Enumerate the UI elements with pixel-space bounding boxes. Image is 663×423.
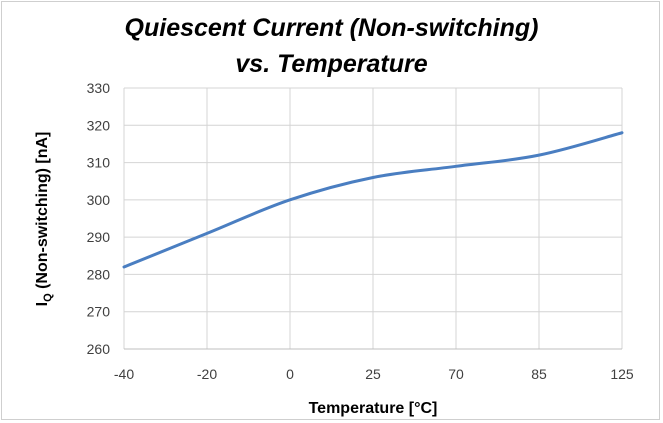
- chart-title: Quiescent Current (Non-switching) vs. Te…: [0, 10, 663, 82]
- chart-title-line-2: vs. Temperature: [235, 50, 428, 78]
- x-tick-label: 85: [531, 366, 547, 382]
- x-tick-label: 70: [448, 366, 464, 382]
- y-tick-label: 310: [87, 155, 111, 171]
- x-tick-label: -20: [197, 366, 217, 382]
- x-tick-label: -40: [114, 366, 134, 382]
- y-tick-label: 290: [87, 229, 111, 245]
- y-axis-label: IQ (Non-switching) [nA]: [34, 132, 54, 307]
- y-tick-label: 320: [87, 117, 111, 133]
- x-tick-label: 0: [286, 366, 294, 382]
- y-tick-label: 260: [87, 341, 111, 357]
- gridlines: [123, 87, 623, 350]
- x-tick-label: 125: [610, 366, 634, 382]
- series-group: [122, 131, 624, 269]
- x-tick-label: 25: [365, 366, 381, 382]
- x-axis-ticks: -40 -20 0 25 70 85 125: [114, 366, 634, 382]
- y-axis-label-main: I: [34, 302, 51, 306]
- chart-title-line-1: Quiescent Current (Non-switching): [124, 14, 539, 42]
- y-axis-label-subscript: Q: [42, 293, 54, 302]
- series-line: [122, 131, 624, 269]
- y-tick-label: 300: [87, 192, 111, 208]
- y-tick-label: 330: [87, 80, 111, 96]
- y-axis-label-rest: (Non-switching) [nA]: [34, 132, 51, 294]
- x-axis-label: Temperature [°C]: [309, 400, 438, 417]
- y-tick-label: 280: [87, 266, 111, 282]
- y-axis-ticks: 260 270 280 290 300 310 320 330: [87, 80, 111, 357]
- y-tick-label: 270: [87, 304, 111, 320]
